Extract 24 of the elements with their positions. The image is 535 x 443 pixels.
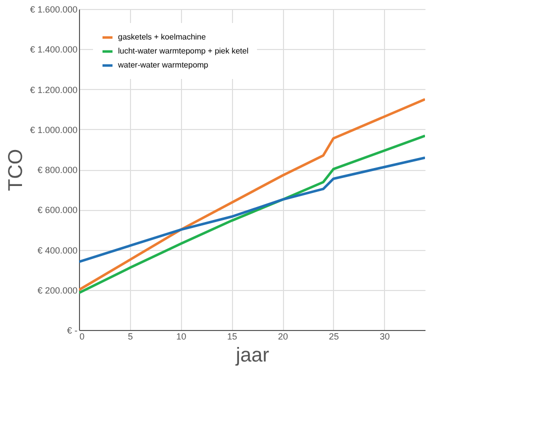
x-tick-label: 5: [128, 332, 133, 342]
y-tick-label: € 1.400.000: [30, 44, 78, 55]
x-tick-label: 15: [227, 332, 238, 342]
legend-label: water-water warmtepomp: [117, 60, 209, 70]
legend-label: gasketels + koelmachine: [118, 32, 206, 42]
y-tick-label: € 600.000: [37, 205, 78, 216]
line-series: [79, 156, 425, 264]
y-tick-label: € -: [66, 326, 78, 336]
x-tick-label: 20: [278, 332, 288, 342]
line-series: [79, 98, 425, 292]
y-tick-label: € 400.000: [37, 245, 78, 256]
x-tick-label: 25: [328, 332, 339, 342]
line-series: [79, 134, 425, 294]
legend-label: lucht-water warmtepomp + piek ketel: [118, 46, 249, 56]
y-tick-label: € 1.600.000: [30, 4, 78, 14]
y-tick-label: € 1.200.000: [30, 84, 78, 95]
y-tick-label: € 200.000: [37, 285, 78, 296]
x-tick-label: 0: [80, 332, 85, 342]
y-tick-label: € 800.000: [37, 165, 78, 175]
x-axis-title: jaar: [234, 344, 270, 366]
x-tick-label: 30: [380, 332, 390, 342]
y-tick-label: € 1.000.000: [30, 124, 78, 135]
x-tick-label: 10: [176, 332, 186, 342]
y-axis-title: TCO: [4, 148, 27, 192]
